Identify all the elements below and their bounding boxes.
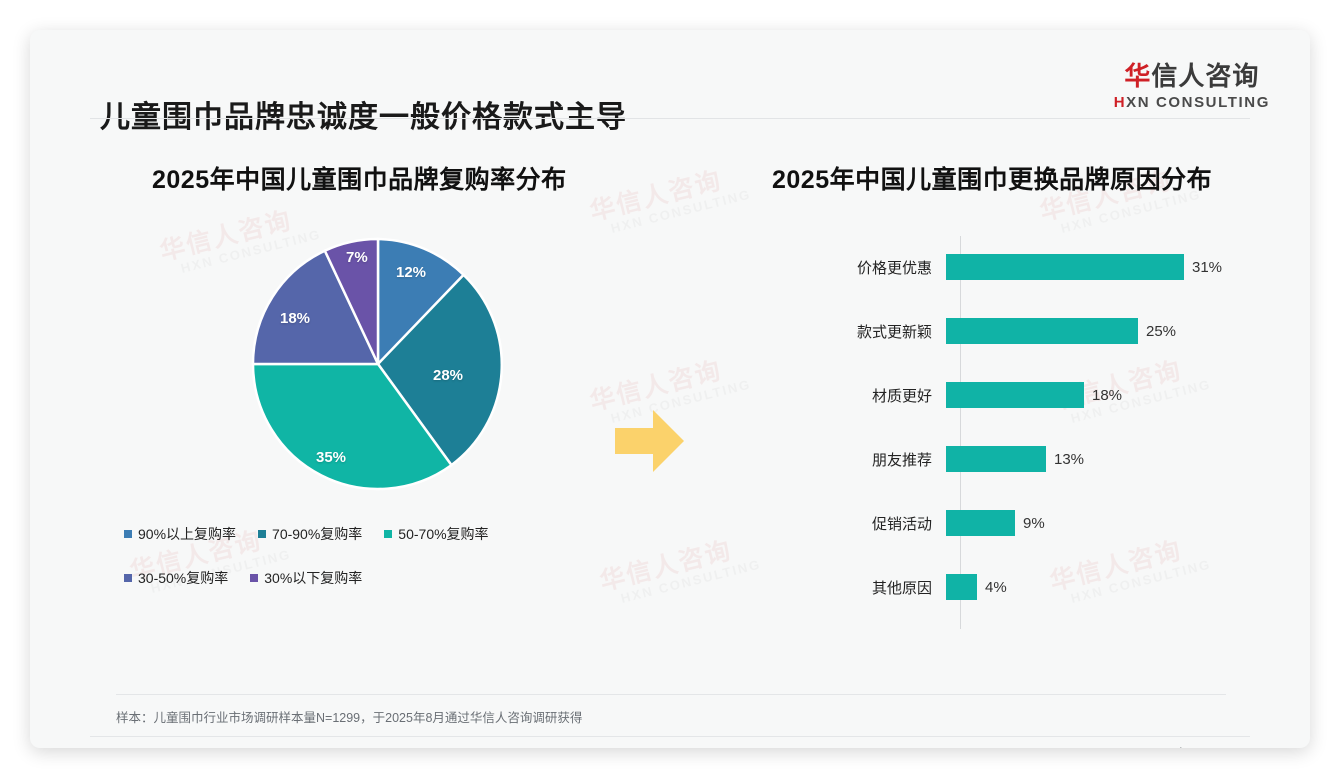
bar-value-label: 13% [1054, 450, 1085, 468]
page-title: 儿童围巾品牌忠诚度一般价格款式主导 [100, 101, 627, 134]
legend-swatch-icon [250, 574, 259, 582]
legend-swatch-icon [124, 530, 132, 538]
bar-row-price: 价格更优惠 31% [710, 252, 1270, 282]
pie-label-30-50: 18% [280, 310, 311, 327]
legend-item-70-90[interactable]: 70-90%复购率 [258, 524, 362, 544]
pie-svg [251, 237, 504, 491]
footnote-divider [116, 694, 1226, 695]
pie-label-90-plus: 12% [396, 264, 427, 281]
bar-fill[interactable] [946, 510, 1015, 536]
pie-label-50-70: 35% [316, 449, 347, 466]
bar-value-label: 25% [1146, 322, 1177, 340]
bar-fill[interactable] [946, 254, 1184, 280]
bar-chart: 价格更优惠 31% 款式更新颖 25% 材质更好 18% 朋友推荐 13% 促销 [710, 236, 1270, 636]
logo-en-rest: XN CONSULTING [1126, 93, 1270, 111]
bar-value-label: 31% [1192, 258, 1223, 276]
logo-cn-text: 华信人咨询 [1114, 62, 1270, 91]
bar-fill[interactable] [946, 318, 1138, 344]
bar-row-style: 款式更新颖 25% [710, 316, 1270, 346]
bar-row-material: 材质更好 18% [710, 380, 1270, 410]
pie-chart-title: 2025年中国儿童围巾品牌复购率分布 [152, 166, 567, 194]
legend-swatch-icon [258, 530, 267, 538]
bar-row-promotion: 促销活动 9% [710, 508, 1270, 538]
bar-value-label: 18% [1092, 386, 1123, 404]
bar-fill[interactable] [946, 382, 1084, 408]
pie-chart: 12% 28% 35% 18% 7% [248, 234, 508, 494]
bar-category-label: 促销活动 [871, 515, 932, 533]
footer-copyright: ©2025.10 HXR华信人咨询 [96, 746, 243, 748]
pie-slice-50-70[interactable] [251, 362, 454, 491]
bar-category-label: 款式更新颖 [856, 323, 932, 341]
logo-cn-red: 华 [1124, 61, 1152, 91]
legend-label: 30%以下复购率 [264, 570, 363, 586]
footer-website[interactable]: www.hxrcon.com [1150, 746, 1244, 748]
bar-chart-axis [960, 236, 961, 629]
bar-value-label: 9% [1023, 514, 1045, 532]
pie-legend-row: 90%以上复购率 70-90%复购率 50-70%复购率 [124, 524, 554, 544]
footer-divider [90, 736, 1250, 737]
bar-fill[interactable] [946, 446, 1046, 472]
pie-label-70-90: 28% [433, 367, 464, 384]
pie-slice-30-50[interactable] [251, 249, 380, 366]
legend-item-under-30[interactable]: 30%以下复购率 [250, 568, 362, 588]
logo-en-text: HXN CONSULTING [1114, 94, 1270, 111]
arrow-right-icon [615, 408, 685, 479]
pie-legend: 90%以上复购率 70-90%复购率 50-70%复购率 30-50%复购率 [124, 524, 554, 588]
pie-slice-90-plus[interactable] [376, 237, 466, 368]
arrow-right-svg [615, 410, 684, 472]
bar-category-label: 其他原因 [871, 579, 932, 597]
pie-chart-panel: 2025年中国儿童围巾品牌复购率分布 12% 28% 35% 18% 7% [90, 160, 650, 680]
pie-legend-row: 30-50%复购率 30%以下复购率 [124, 568, 554, 588]
bar-chart-title: 2025年中国儿童围巾更换品牌原因分布 [772, 166, 1213, 194]
bar-row-recommend: 朋友推荐 13% [710, 444, 1270, 474]
bar-row-other: 其他原因 4% [710, 572, 1270, 602]
header-divider [90, 118, 1250, 119]
pie-slice-70-90[interactable] [376, 273, 504, 467]
pie-label-under-30: 7% [346, 249, 368, 266]
legend-item-30-50[interactable]: 30-50%复购率 [124, 568, 228, 588]
bar-category-label: 价格更优惠 [856, 259, 932, 277]
legend-label: 50-70%复购率 [398, 526, 489, 542]
slide-card: 华信人咨询 HXN CONSULTING 华信人咨询 HXN CONSULTIN… [30, 30, 1310, 748]
bar-chart-panel: 2025年中国儿童围巾更换品牌原因分布 价格更优惠 31% 款式更新颖 25% … [710, 160, 1270, 680]
legend-label: 70-90%复购率 [272, 526, 363, 542]
legend-swatch-icon [384, 530, 393, 538]
logo-cn-rest: 信人咨询 [1151, 61, 1260, 91]
legend-item-50-70[interactable]: 50-70%复购率 [384, 524, 489, 544]
slide-header: 儿童围巾品牌忠诚度一般价格款式主导 华信人咨询 HXN CONSULTING [30, 30, 1310, 134]
bar-fill[interactable] [946, 574, 977, 600]
bar-value-label: 4% [985, 578, 1007, 596]
legend-item-90-plus[interactable]: 90%以上复购率 [124, 524, 236, 544]
bar-category-label: 朋友推荐 [871, 451, 932, 469]
logo-en-red: H [1113, 93, 1127, 111]
company-logo: 华信人咨询 HXN CONSULTING [1114, 62, 1270, 111]
legend-swatch-icon [124, 574, 132, 582]
bar-category-label: 材质更好 [871, 387, 932, 405]
sample-footnote: 样本：儿童围巾行业市场调研样本量N=1299，于2025年8月通过华信人咨询调研… [116, 711, 583, 725]
legend-label: 90%以上复购率 [138, 526, 237, 542]
pie-slice-under-30[interactable] [323, 237, 380, 365]
legend-label: 30-50%复购率 [138, 570, 229, 586]
